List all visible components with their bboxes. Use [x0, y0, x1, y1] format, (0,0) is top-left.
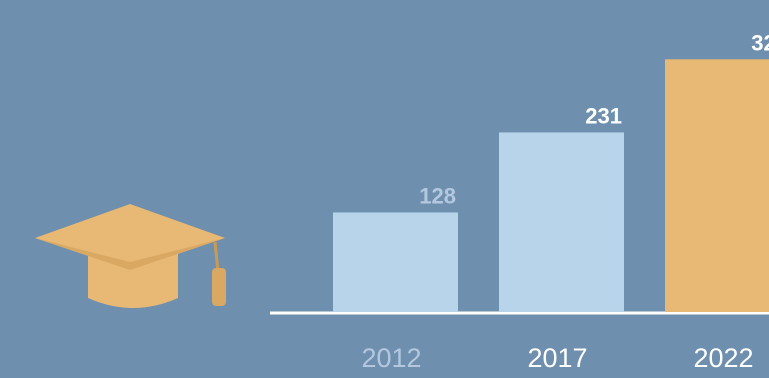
bar [333, 212, 458, 312]
x-tick-label: 2022 [693, 343, 753, 373]
value-label: 128 [419, 183, 456, 208]
graduation-cap-icon [35, 204, 226, 308]
bar [499, 132, 624, 312]
value-label: 231 [585, 103, 622, 128]
x-tick-label: 2012 [361, 343, 421, 373]
x-tick-label: 2017 [527, 343, 587, 373]
value-label: 325 [751, 30, 769, 55]
bar [665, 59, 769, 312]
